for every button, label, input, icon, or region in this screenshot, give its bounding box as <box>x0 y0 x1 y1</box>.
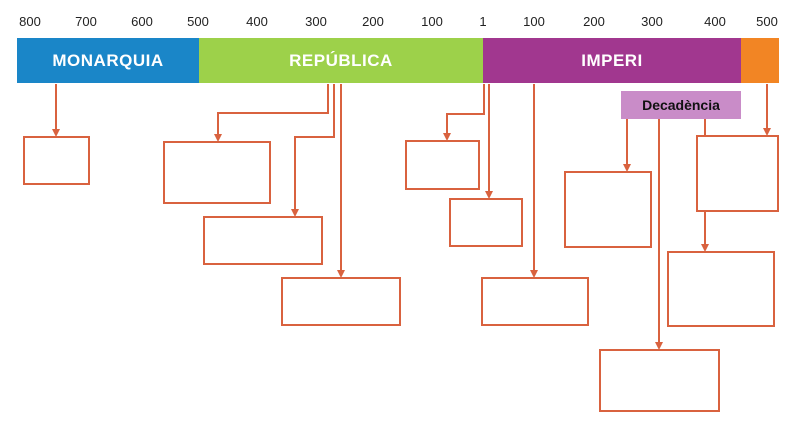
answer-box-republica-2 <box>203 216 323 265</box>
answer-box-imperi-3 <box>481 277 589 326</box>
tick-200-ad: 200 <box>583 14 605 29</box>
tick-400-bc: 400 <box>246 14 268 29</box>
tick-300-bc: 300 <box>305 14 327 29</box>
answer-box-decadencia-1 <box>564 171 652 248</box>
tick-500-bc: 500 <box>187 14 209 29</box>
answer-box-decadencia-2 <box>599 349 720 412</box>
tick-100-ad: 100 <box>523 14 545 29</box>
tick-700-bc: 700 <box>75 14 97 29</box>
tick-100-bc: 100 <box>421 14 443 29</box>
tick-800-bc: 800 <box>19 14 41 29</box>
answer-box-imperi-2 <box>449 198 523 247</box>
tick-500-ad: 500 <box>756 14 778 29</box>
answer-box-imperi-1 <box>405 140 480 190</box>
period-imperi: IMPERI <box>483 38 741 83</box>
decadencia-label-box: Decadència <box>621 91 741 119</box>
period-imperi-label: IMPERI <box>581 50 643 70</box>
answer-box-decadencia-3 <box>667 251 775 327</box>
connector-imperi-1 <box>443 84 485 141</box>
period-monarquia: MONARQUIA <box>17 38 199 83</box>
tick-600-bc: 600 <box>131 14 153 29</box>
tick-200-bc: 200 <box>362 14 384 29</box>
period-republica: REPÚBLICA <box>199 38 483 83</box>
answer-box-monarquia <box>23 136 90 185</box>
period-monarquia-label: MONARQUIA <box>52 50 164 70</box>
tick-400-ad: 400 <box>704 14 726 29</box>
tick-year-1: 1 <box>479 14 487 29</box>
period-republica-label: REPÚBLICA <box>289 50 393 70</box>
period-late-empire <box>741 38 779 83</box>
connector-republica-2 <box>291 84 335 217</box>
answer-box-republica-1 <box>163 141 271 204</box>
connector-republica-1 <box>214 84 329 142</box>
answer-box-late-empire <box>696 135 779 212</box>
tick-300-ad: 300 <box>641 14 663 29</box>
decadencia-label: Decadència <box>642 97 720 113</box>
answer-box-republica-3 <box>281 277 401 326</box>
